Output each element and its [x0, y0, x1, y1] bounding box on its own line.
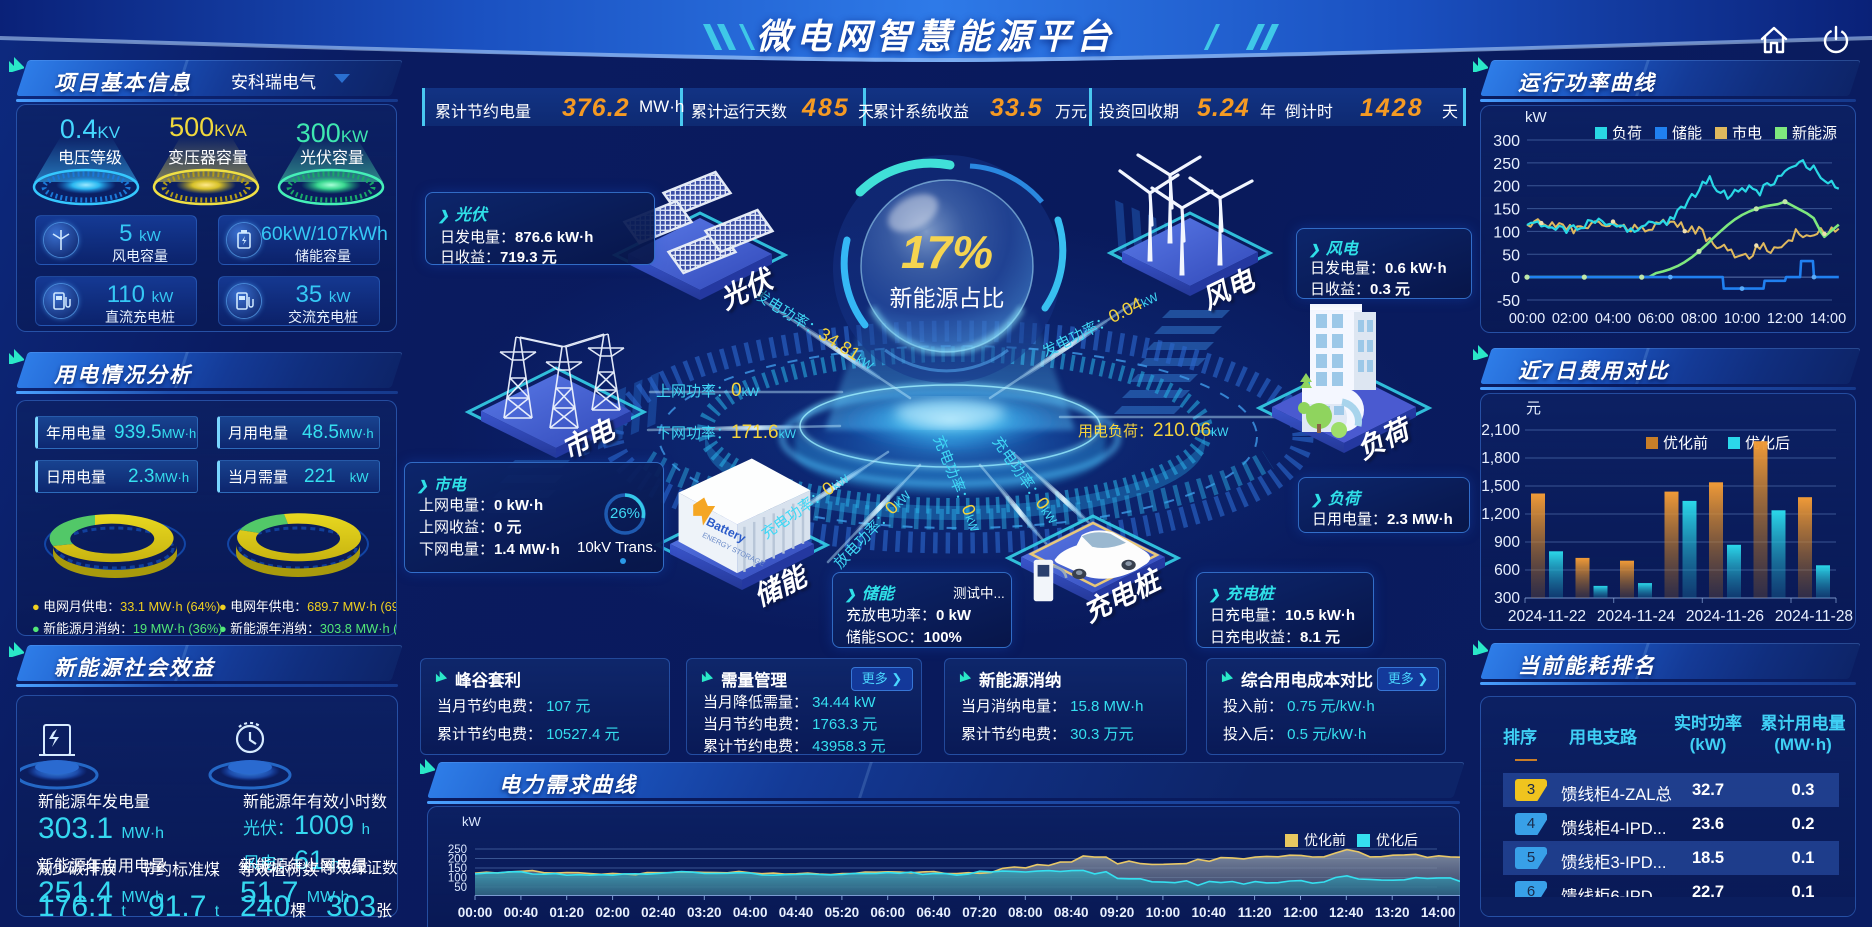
svg-text:14:00: 14:00 — [1421, 905, 1456, 920]
svg-text:06:40: 06:40 — [916, 905, 951, 920]
svg-text:01:20: 01:20 — [549, 905, 584, 920]
svg-text:200: 200 — [1493, 179, 1520, 196]
svg-text:50: 50 — [1502, 247, 1520, 264]
svg-text:04:00: 04:00 — [1595, 311, 1631, 327]
svg-text:17%: 17% — [901, 226, 993, 278]
svg-text:新能源: 新能源 — [1792, 125, 1837, 142]
svg-text:市电: 市电 — [1732, 125, 1762, 142]
svg-text:100: 100 — [1493, 224, 1520, 241]
svg-text:06:00: 06:00 — [870, 905, 905, 920]
svg-text:12:00: 12:00 — [1767, 311, 1803, 327]
svg-text:负荷: 负荷 — [1612, 125, 1642, 142]
svg-text:0: 0 — [1511, 270, 1520, 287]
svg-text:250: 250 — [1493, 156, 1520, 173]
svg-text:优化前: 优化前 — [1663, 435, 1708, 452]
svg-text:kW: kW — [462, 814, 482, 829]
svg-text:优化后: 优化后 — [1376, 832, 1418, 848]
svg-text:00:00: 00:00 — [1509, 311, 1545, 327]
svg-text:200: 200 — [448, 854, 467, 866]
svg-text:600: 600 — [1494, 562, 1520, 579]
svg-text:1,800: 1,800 — [1481, 450, 1520, 467]
svg-text:10:40: 10:40 — [1192, 905, 1227, 920]
svg-text:储能: 储能 — [1672, 125, 1702, 142]
svg-text:08:00: 08:00 — [1008, 905, 1043, 920]
svg-text:00:00: 00:00 — [458, 905, 493, 920]
svg-text:50: 50 — [454, 882, 467, 894]
svg-text:13:20: 13:20 — [1375, 905, 1410, 920]
svg-text:150: 150 — [1493, 202, 1520, 219]
svg-text:kW: kW — [1525, 109, 1548, 126]
svg-text:-50: -50 — [1497, 293, 1520, 310]
svg-text:2,100: 2,100 — [1481, 422, 1520, 439]
svg-text:250: 250 — [448, 844, 467, 856]
svg-text:300: 300 — [1494, 590, 1520, 607]
svg-text:02:00: 02:00 — [595, 905, 630, 920]
svg-text:1,200: 1,200 — [1481, 506, 1520, 523]
svg-text:元: 元 — [1526, 400, 1541, 417]
svg-text:1,500: 1,500 — [1481, 478, 1520, 495]
svg-text:2024-11-22: 2024-11-22 — [1508, 608, 1586, 625]
svg-text:优化后: 优化后 — [1745, 435, 1790, 452]
svg-text:05:20: 05:20 — [825, 905, 860, 920]
svg-text:300: 300 — [1493, 133, 1520, 150]
svg-text:2024-11-24: 2024-11-24 — [1597, 608, 1676, 625]
svg-text:02:40: 02:40 — [641, 905, 676, 920]
svg-text:07:20: 07:20 — [962, 905, 997, 920]
svg-text:08:40: 08:40 — [1054, 905, 1089, 920]
svg-text:优化前: 优化前 — [1304, 832, 1346, 848]
svg-text:02:00: 02:00 — [1552, 311, 1588, 327]
svg-text:2024-11-28: 2024-11-28 — [1775, 608, 1853, 625]
svg-text:09:20: 09:20 — [1100, 905, 1135, 920]
svg-text:14:00: 14:00 — [1810, 311, 1846, 327]
svg-text:10:00: 10:00 — [1724, 311, 1760, 327]
svg-text:12:00: 12:00 — [1283, 905, 1318, 920]
svg-text:100: 100 — [448, 873, 467, 885]
svg-text:00:40: 00:40 — [504, 905, 539, 920]
svg-text:04:40: 04:40 — [779, 905, 814, 920]
svg-text:900: 900 — [1494, 534, 1520, 551]
svg-text:11:20: 11:20 — [1238, 905, 1272, 920]
svg-text:10:00: 10:00 — [1146, 905, 1181, 920]
svg-text:2024-11-26: 2024-11-26 — [1686, 608, 1764, 625]
svg-text:150: 150 — [448, 863, 467, 875]
svg-text:04:00: 04:00 — [733, 905, 768, 920]
svg-text:06:00: 06:00 — [1638, 311, 1674, 327]
svg-text:新能源占比: 新能源占比 — [890, 285, 1005, 311]
svg-text:08:00: 08:00 — [1681, 311, 1717, 327]
svg-text:12:40: 12:40 — [1329, 905, 1364, 920]
svg-text:03:20: 03:20 — [687, 905, 722, 920]
